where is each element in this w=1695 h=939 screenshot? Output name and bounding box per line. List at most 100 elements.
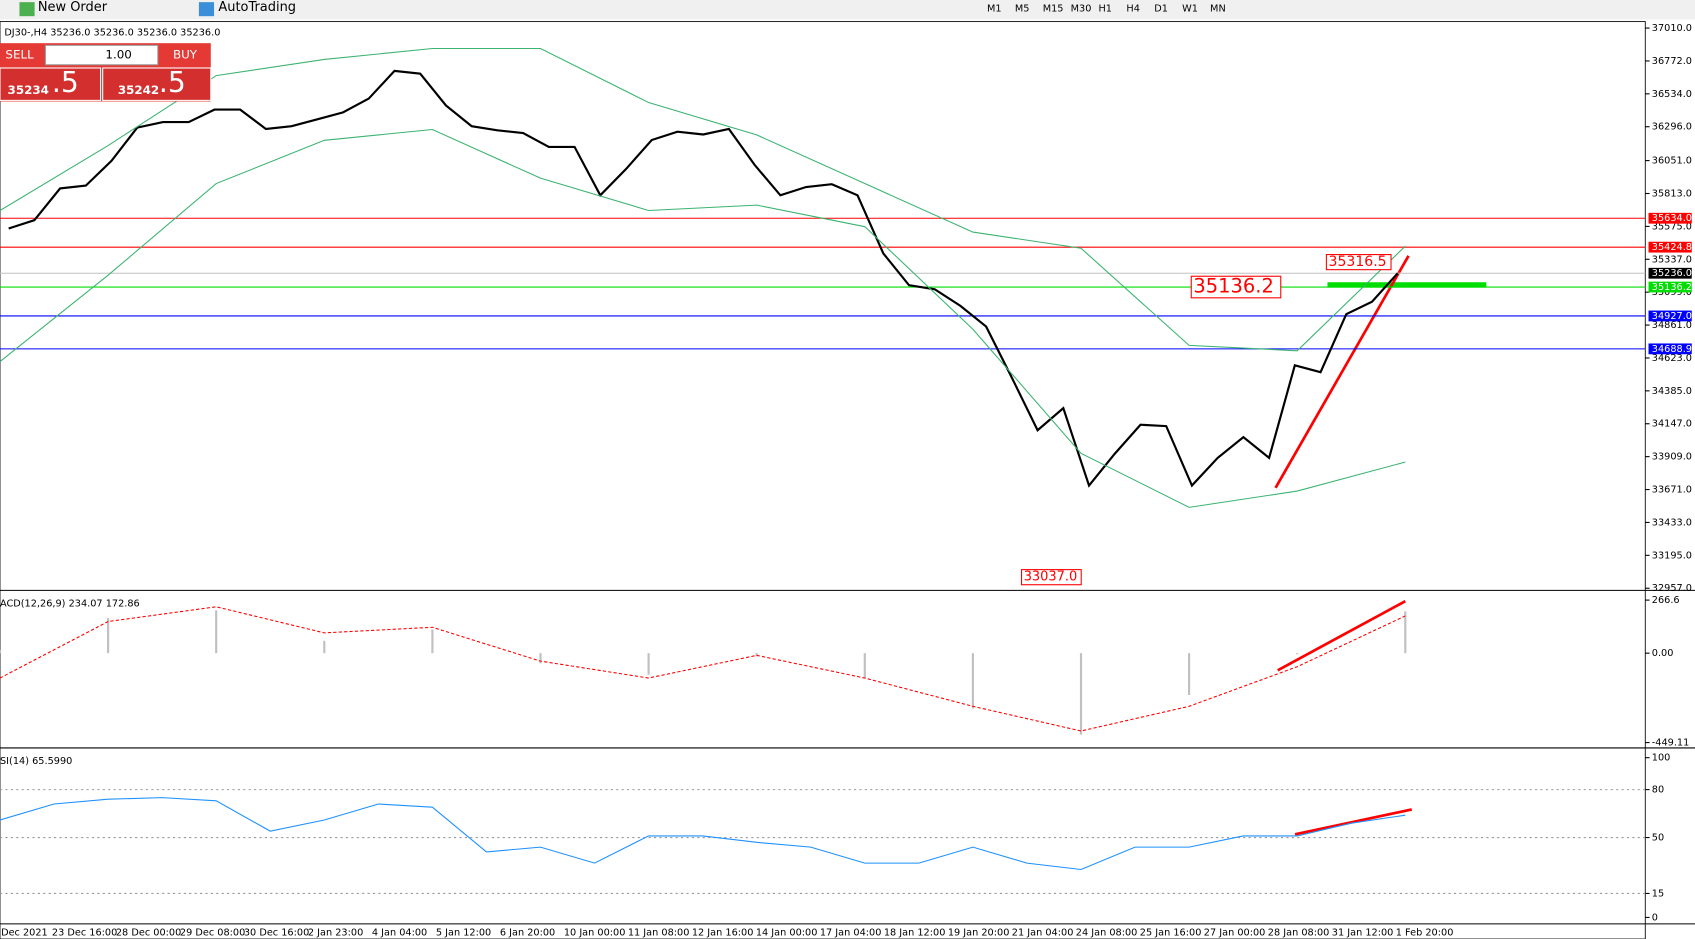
toolbar [0,0,1695,20]
buy-price: 35242 [118,83,159,97]
auto-trading-icon[interactable] [198,2,215,17]
time-label: 24 Jan 08:00 [1076,928,1138,939]
histogram-bar [647,653,650,675]
indicator-line [0,606,1406,732]
histogram-bar [539,653,542,664]
y-tick-label: 15 [1652,888,1664,899]
y-tick-label: 36296.0 [1652,122,1692,133]
sell-price-big: .5 [52,66,79,99]
time-label: 17 Jan 04:00 [820,928,882,939]
buy-price-big: .5 [159,66,186,99]
bollinger-band [0,47,1406,352]
price-level-label: 34688.9 [1652,344,1692,355]
time-label: 2 Jan 23:00 [308,928,363,939]
time-label: 31 Jan 12:00 [1332,928,1394,939]
histogram-bar [107,618,110,654]
y-tick-label: 80 [1652,785,1664,796]
price-level-label: 34927.0 [1652,311,1692,322]
y-tick-label: 36772.0 [1652,56,1692,67]
lot[interactable]: 1.00 [105,48,131,62]
timeframe[interactable]: M30 [1071,4,1092,15]
histogram-bar [1404,611,1407,654]
trend-arrow [1294,808,1413,836]
y-tick-label: 0 [1652,912,1658,923]
auto-trading[interactable]: AutoTrading [218,0,296,15]
time-label: 11 Jan 08:00 [628,928,690,939]
sell-button[interactable]: SELL [5,48,34,62]
sell-price: 35234 [8,83,49,97]
chart-frame [0,21,1646,939]
y-tick-label: 34861.0 [1652,320,1692,331]
lot-input[interactable] [44,44,159,66]
price-annotation: 35136.2 [1193,275,1273,298]
y-tick-label: 37010.0 [1652,23,1692,34]
histogram-bar [971,653,974,709]
buy-price-box[interactable] [102,67,212,101]
price-annotation-box [1190,275,1282,299]
price-annotation-box [1325,254,1392,271]
y-tick-label: 35337.0 [1652,254,1692,265]
y-tick-label: 36534.0 [1652,89,1692,100]
price-level-tag [1648,212,1692,224]
y-tick-label: 50 [1652,833,1664,844]
histogram-bar [215,610,218,654]
histogram-bar [323,640,326,654]
price-level-label: 35634.0 [1652,213,1692,224]
histogram-bar [1296,653,1299,655]
time-label: 28 Dec 00:00 [116,928,181,939]
histogram-bar [863,653,866,679]
price-level-tag [1648,241,1692,253]
y-tick-label: 32957.0 [1652,583,1692,594]
timeframe[interactable]: MN [1210,4,1226,15]
indicator-title: SI(14) 65.5990 [0,756,72,767]
sell-price-box[interactable] [0,67,102,101]
y-tick-label: 33909.0 [1652,452,1692,463]
timeframe[interactable]: M5 [1015,4,1030,15]
y-tick-label: 266.6 [1652,595,1680,606]
price-level-label: 35424.8 [1652,242,1692,253]
indicator-line [0,797,1406,871]
time-label: 4 Jan 04:00 [372,928,427,939]
y-tick-label: 34147.0 [1652,419,1692,430]
new-order[interactable]: New Order [38,0,108,15]
indicator-title: ACD(12,26,9) 234.07 172.86 [0,598,140,609]
time-label: 25 Jan 16:00 [1140,928,1202,939]
bollinger-band [0,128,1406,508]
time-label: 18 Jan 12:00 [884,928,946,939]
price-line [8,69,1399,488]
time-label: 21 Jan 04:00 [1012,928,1074,939]
y-tick-label: 33671.0 [1652,485,1692,496]
time-label: 12 Jan 16:00 [692,928,754,939]
time-label: 5 Jan 12:00 [436,928,491,939]
y-tick-label: 35813.0 [1652,189,1692,200]
time-label: 30 Dec 16:00 [244,928,309,939]
price-level-tag [1648,281,1692,293]
timeframe[interactable]: M1 [987,4,1002,15]
time-label: 10 Jan 00:00 [564,928,626,939]
time-label: Dec 2021 [1,928,48,939]
buy-button[interactable]: BUY [173,48,198,62]
y-tick-label: 35099.0 [1652,287,1692,298]
time-label: 23 Dec 16:00 [52,928,117,939]
timeframe[interactable]: D1 [1154,4,1168,15]
trend-arrow [1277,599,1406,672]
histogram-bar [1079,653,1083,735]
time-label: 27 Jan 00:00 [1204,928,1266,939]
price-annotation: 33037.0 [1024,570,1078,585]
timeframe[interactable]: W1 [1182,4,1198,15]
price-level-label: 35236.0 [1652,268,1692,279]
histogram-bar [431,629,434,654]
timeframe[interactable]: H1 [1099,4,1113,15]
new-order-icon[interactable] [19,2,35,17]
histogram-bar [0,649,2,654]
y-tick-label: 100 [1652,753,1671,764]
price-level-tag [1648,267,1692,279]
price-level-label: 35136.2 [1652,282,1692,293]
timeframe[interactable]: M15 [1043,4,1064,15]
time-label: 6 Jan 20:00 [500,928,555,939]
histogram-bar [1188,653,1191,695]
y-tick-label: 33433.0 [1652,517,1692,528]
time-label: 19 Jan 20:00 [948,928,1010,939]
timeframe[interactable]: H4 [1126,4,1140,15]
